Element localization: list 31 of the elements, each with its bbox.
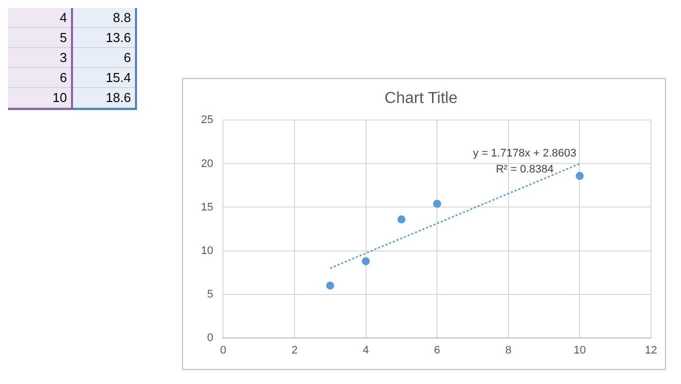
text: 6	[73, 48, 135, 68]
text: 4	[8, 8, 71, 28]
text: 5	[8, 28, 71, 48]
y-tick-label: 5	[207, 288, 214, 300]
point	[397, 215, 406, 224]
y-tick-label: 20	[200, 158, 214, 170]
x-tick-label: 8	[505, 344, 512, 356]
point	[576, 172, 584, 180]
x-tick-label: 6	[434, 344, 440, 356]
text: 8.8	[73, 8, 135, 28]
x-tick-label: 2	[291, 344, 298, 356]
x-tick-label: 0	[220, 344, 226, 356]
x-tick-label: 4	[362, 344, 369, 356]
x-tick-label: 10	[574, 344, 586, 356]
y-tick-label: 0	[207, 332, 214, 344]
x-tick-label: 12	[644, 344, 658, 356]
text: 6	[8, 68, 71, 88]
point	[326, 282, 334, 290]
text: 15.4	[73, 68, 135, 88]
y-tick-label: 25	[200, 114, 214, 126]
text: 18.6	[73, 88, 135, 108]
y-tick-label: 10	[200, 244, 214, 257]
y-tick-label: 15	[200, 201, 214, 214]
point	[433, 200, 442, 208]
text: 10	[8, 88, 71, 108]
text: 3	[8, 48, 71, 68]
chart-title: Chart Title	[384, 90, 458, 108]
annotation: R² = 0.8384	[496, 164, 554, 176]
annotation: y = 1.7178x + 2.8603	[473, 148, 576, 160]
point	[362, 257, 370, 266]
text: 13.6	[73, 28, 135, 48]
